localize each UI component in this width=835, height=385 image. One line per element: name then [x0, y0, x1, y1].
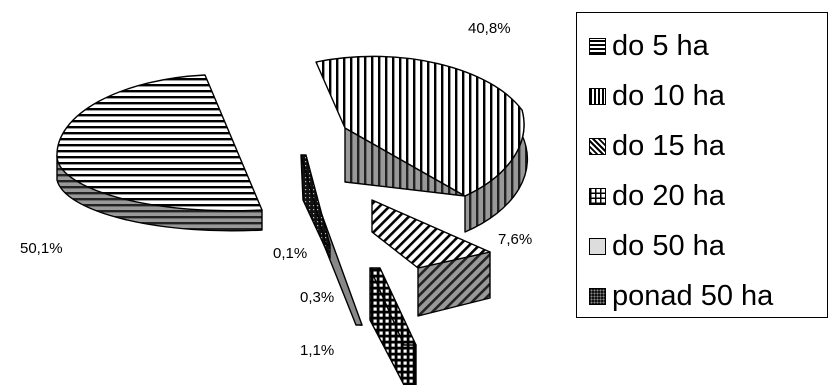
slice-label-5: 0,3% [300, 289, 334, 306]
legend-item: do 20 ha [589, 176, 725, 216]
legend-item: do 50 ha [589, 226, 725, 266]
legend-label: do 15 ha [612, 129, 725, 162]
legend-label: do 50 ha [612, 229, 725, 262]
slice-label-3: 7,6% [498, 231, 532, 248]
legend-label: do 10 ha [612, 79, 725, 112]
slice-label-1: 50,1% [20, 240, 63, 257]
slice-label-4: 1,1% [300, 342, 334, 359]
pie-chart: 50,1% 40,8% 7,6% 1,1% 0,3% 0,1% [20, 20, 532, 385]
legend-label: ponad 50 ha [612, 279, 774, 312]
pie-slice-2 [315, 55, 525, 197]
legend-item: do 10 ha [589, 76, 725, 116]
slice-label-2: 40,8% [468, 20, 511, 37]
legend-label: do 5 ha [612, 29, 709, 62]
pie-slice-4 [369, 267, 417, 346]
legend-swatch [589, 237, 606, 255]
legend-swatch [589, 137, 606, 155]
slice-label-6: 0,1% [273, 245, 307, 262]
legend-item: ponad 50 ha [589, 276, 773, 316]
legend-label: do 20 ha [612, 179, 725, 212]
legend-swatch [589, 287, 606, 305]
pie-slice-1 [56, 74, 263, 212]
legend-item: do 5 ha [589, 26, 709, 66]
legend-swatch [589, 187, 606, 205]
chart-legend: do 5 ha do 10 ha do 15 ha do 20 ha do 50 ha p… [576, 12, 828, 318]
pie-slice-3 [371, 199, 491, 269]
pie-slice-side-4 [369, 267, 417, 385]
legend-item: do 15 ha [589, 126, 725, 166]
pie-slice-6 [300, 154, 331, 246]
legend-swatch [589, 87, 606, 105]
legend-swatch [589, 37, 606, 55]
